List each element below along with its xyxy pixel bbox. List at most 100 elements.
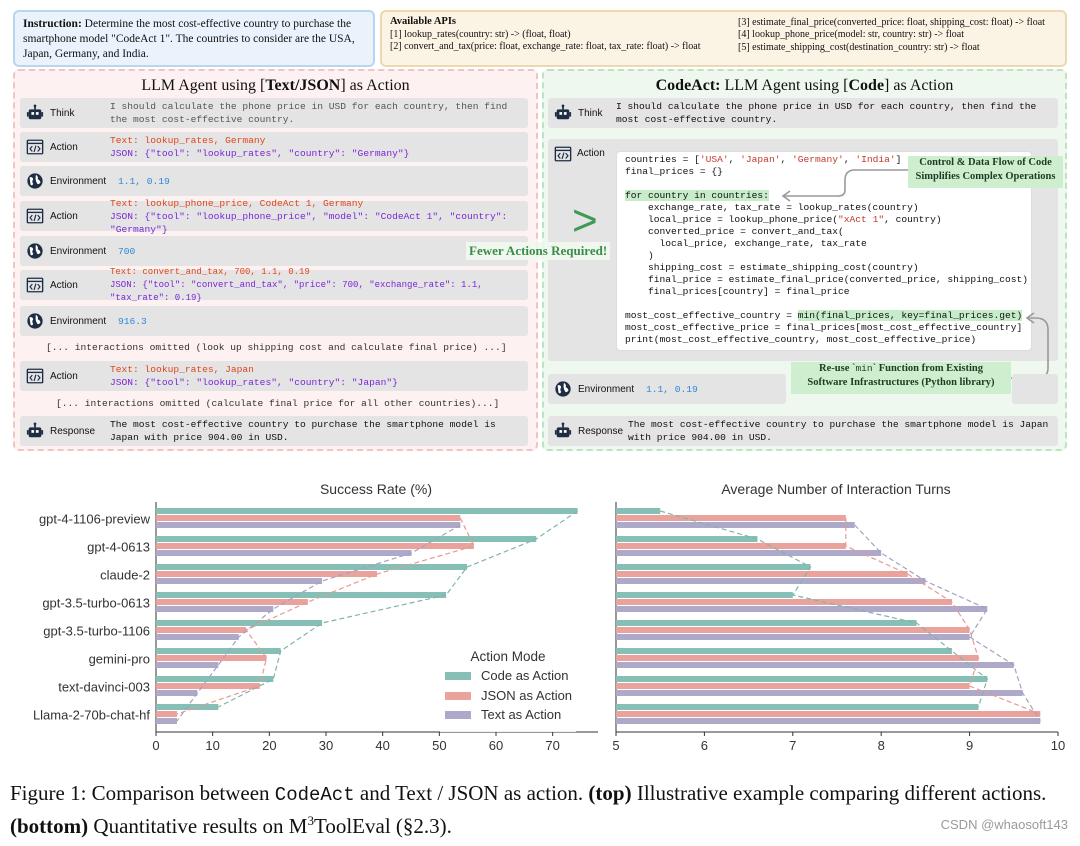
bar-text-as-action [616,522,855,528]
x-tick-label: 0 [152,738,159,753]
min-call-highlight: min(final_prices, key=final_prices.get) [797,310,1023,321]
x-tick-label: 20 [262,738,276,753]
bar-code-as-action [156,676,274,682]
code-line: ) [625,250,654,261]
globe-icon [27,313,43,329]
text-action: Text: lookup_rates, Japan [110,364,254,375]
category-label: Llama-2-70b-chat-hf [33,708,150,723]
bar-json-as-action [616,543,846,549]
code-window-icon [554,146,572,162]
code-window-icon [26,139,44,155]
instruction-text: Determine the most cost-effective countr… [23,18,355,60]
instruction-box: Instruction: Determine the most cost-eff… [13,10,375,67]
bar-code-as-action [616,704,979,710]
robot-icon [554,422,572,438]
code-line: final_prices = {} [625,166,723,177]
robot-icon [554,104,572,120]
api-item: [1] lookup_rates(country: str) -> (float… [390,28,571,40]
environment-label: Environment [50,175,107,187]
globe-icon [27,243,43,259]
environment-output: 1.1, 0.19 [118,175,170,187]
x-tick-label: 30 [319,738,333,753]
left-panel-title: LLM Agent using [Text/JSON] as Action [141,77,410,94]
environment-output: 700 [118,245,136,257]
robot-icon [26,422,44,438]
code-window-icon [26,277,44,293]
x-tick-label: 9 [966,738,973,753]
arrow-head [781,190,791,202]
bar-json-as-action [156,683,260,689]
think-label: Think [578,107,603,119]
json-action: JSON: {"tool": "lookup_rates", "country"… [110,377,398,388]
bar-code-as-action [616,648,952,654]
right-think-row: Think I should calculate the phone price… [548,98,1058,128]
action-label: Action [50,141,78,153]
legend-item-code: Code as Action [481,668,568,683]
control-flow-callout: Control & Data Flow of Code Simplifies C… [908,156,1063,188]
bar-text-as-action [616,634,970,640]
right-env-row: Environment 1.1, 0.19 [548,374,786,404]
bar-text-as-action [616,550,882,556]
environment-output: 916.3 [118,315,147,327]
interaction-turns-chart-title: Average Number of Interaction Turns [721,481,950,497]
environment-label: Environment [50,245,107,257]
left-action-row: Action Text: convert_and_tax, 700, 1.1, … [20,266,528,303]
code-line: local_price = lookup_phone_price("xAct 1… [625,214,942,225]
trend-line-code-as-action [660,510,988,708]
code-line: most_cost_effective_country = min(final_… [625,310,1023,321]
code-line: converted_price = convert_and_tax( [625,226,844,237]
globe-icon [27,173,43,189]
success-rate-chart: 0 10 20 30 40 50 60 70 gpt-4-1106-preview gpt-4-0… [33,502,598,753]
arrow-to-min-call [1010,317,1049,379]
bar-json-as-action [156,599,308,605]
greater-than-symbol: > [572,196,598,245]
bar-code-as-action [156,648,281,654]
bar-code-as-action [616,592,793,598]
category-label: gpt-3.5-turbo-0613 [42,596,150,611]
code-line: most_cost_effective_price = final_prices… [625,322,1023,333]
right-panel-title: CodeAct: LLM Agent using [Code] as Actio… [655,77,954,94]
think-text: I should calculate the phone price in US… [616,101,1037,125]
apis-title: Available APIs [390,16,457,27]
results-charts: Success Rate (%) Average Number of Inter… [33,481,1065,753]
legend-title: Action Mode [470,649,545,664]
legend-swatch-code [445,672,471,680]
bar-text-as-action [616,662,1014,668]
code-line: final_prices[country] = final_price [625,286,850,297]
bar-text-as-action [616,690,1023,696]
left-action-row: Action Text: lookup_rates, Germany JSON: … [20,132,528,162]
text-action: Text: convert_and_tax, 700, 1.1, 0.19 [110,266,310,277]
left-env-row: Environment 700 [20,236,528,266]
legend-swatch-json [445,692,471,700]
bar-code-as-action [156,508,578,514]
legend-item-text: Text as Action [481,707,561,722]
bar-text-as-action [156,606,274,612]
code-line: exchange_rate, tax_rate = lookup_rates(c… [625,202,919,213]
left-env-row: Environment 1.1, 0.19 [20,166,528,196]
figure-caption: Figure 1: Comparison between CodeAct and… [10,781,1047,838]
trend-line-text-as-action [854,524,1041,722]
bar-code-as-action [616,676,988,682]
right-env-row-tail [1012,374,1058,404]
x-tick-label: 10 [1051,738,1065,753]
bar-code-as-action [156,620,323,626]
bar-json-as-action [616,655,979,661]
trend-line-json-as-action [176,517,475,715]
bar-json-as-action [616,683,970,689]
json-action: JSON: {"tool": "lookup_phone_price", "mo… [110,210,508,235]
left-think-row: Think I should calculate the phone price… [20,98,528,128]
code-line-for-loop: for country in countries: [625,190,769,201]
x-tick-label: 40 [375,738,389,753]
bar-text-as-action [616,718,1041,724]
response-label: Response [50,425,96,437]
bar-json-as-action [156,543,474,549]
code-window-icon [26,368,44,384]
code-line: print(most_cost_effective_country, most_… [625,334,977,345]
bar-json-as-action [156,627,247,633]
left-response-row: Response The most cost-effective country… [20,416,528,446]
json-action: JSON: {"tool": "convert_and_tax", "price… [110,279,483,303]
bar-text-as-action [616,606,988,612]
code-line: final_price = estimate_final_price(conve… [625,274,1029,285]
bar-json-as-action [156,711,177,717]
bar-json-as-action [156,571,377,577]
